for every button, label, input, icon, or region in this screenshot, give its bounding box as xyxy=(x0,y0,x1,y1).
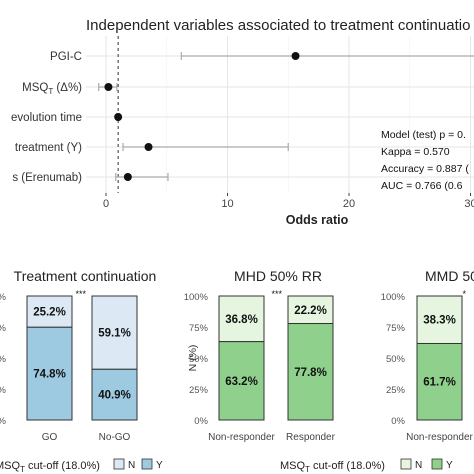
bar-category-label: GO xyxy=(42,432,58,443)
forest-x-axis-label: Odds ratio xyxy=(286,213,349,227)
bar-data-label: 25.2% xyxy=(33,307,66,319)
bar-segment-y xyxy=(26,326,73,421)
bar-category-label: Non-responder xyxy=(406,432,473,443)
bar-y-tick-label: 0% xyxy=(194,416,208,427)
forest-row-label: evolution time xyxy=(11,112,82,124)
bar-y-tick-label: 25% xyxy=(386,385,406,396)
forest-annotation: Accuracy = 0.887 ( xyxy=(381,163,469,175)
bar-y-tick-label: 0% xyxy=(0,416,7,427)
bar-y-tick-label: 50% xyxy=(0,354,7,365)
legend-label: Y xyxy=(446,460,453,471)
legend-label: Y xyxy=(156,460,163,471)
legend-title: MSQT cut-off (18.0%) xyxy=(280,460,385,474)
forest-point xyxy=(291,52,300,60)
bar-segment-y xyxy=(416,342,463,421)
bar-y-tick-label: 50% xyxy=(189,354,209,365)
bar-category-label: Responder xyxy=(286,432,336,443)
legend-label: N xyxy=(415,460,422,471)
bar-data-label: 59.1% xyxy=(98,328,131,340)
bar-y-tick-label: 25% xyxy=(189,385,209,396)
bar-category-label: Non-responder xyxy=(208,432,275,443)
bar-panel: Treatment continuation 100% 75% 50% 25% 0% 25.… xyxy=(0,268,156,443)
bar-panel-title: Treatment continuation xyxy=(14,268,157,284)
legend-title: MSQT cut-off (18.0%) xyxy=(0,460,100,474)
bar-y-tick-label: 75% xyxy=(189,323,209,334)
legend-swatch xyxy=(141,458,153,470)
forest-point xyxy=(114,113,123,121)
legend-swatch xyxy=(431,458,443,470)
legend-swatch xyxy=(113,458,125,470)
significance-marker: *** xyxy=(75,289,86,299)
bar-data-label: 77.8% xyxy=(294,367,327,379)
bar-y-tick-label: 0% xyxy=(391,416,405,427)
significance-marker: *** xyxy=(271,289,282,299)
bar-category-label: No-GO xyxy=(99,432,131,443)
forest-x-tick-label: 0 xyxy=(103,198,109,210)
bar-data-label: 74.8% xyxy=(33,369,66,381)
legend: MSQT cut-off (18.0%) N Y xyxy=(280,458,453,474)
bar-y-tick-label: 75% xyxy=(386,323,406,334)
bar-segment-n xyxy=(416,295,463,344)
forest-point xyxy=(104,83,113,91)
forest-annotation: Kappa = 0.570 xyxy=(381,146,450,158)
forest-point xyxy=(123,173,132,181)
bar-data-label: 40.9% xyxy=(98,390,131,402)
forest-x-tick-label: 20 xyxy=(343,198,355,210)
bar-panel: MMD 50 100% 75% 50% 25% 0% 38.3% 61.7% Non-respo… xyxy=(381,268,474,443)
legend-label: N xyxy=(128,460,135,471)
forest-row-label: PGI-C xyxy=(50,51,82,63)
forest-row-label: s (Erenumab) xyxy=(12,172,82,184)
bar-y-tick-label: 75% xyxy=(0,323,7,334)
forest-row-label: treatment (Y) xyxy=(15,142,82,154)
forest-title: Independent variables associated to trea… xyxy=(86,17,470,34)
bar-data-label: 38.3% xyxy=(423,315,456,327)
forest-panel xyxy=(86,36,474,193)
bar-segment-y xyxy=(91,368,138,421)
bar-y-tick-label: 25% xyxy=(0,385,7,396)
bar-segment-n xyxy=(91,295,138,370)
bar-panel-title: MHD 50% RR xyxy=(234,268,322,284)
bar-y-tick-label: 100% xyxy=(0,292,7,303)
bar-data-label: 61.7% xyxy=(423,377,456,389)
forest-row-label: MSQT (Δ%) xyxy=(22,82,82,96)
bar-y-tick-label: 50% xyxy=(386,354,406,365)
bar-y-tick-label: 100% xyxy=(184,292,209,303)
forest-plot: Independent variables associated to trea… xyxy=(11,17,474,227)
legend-swatch xyxy=(400,458,412,470)
forest-annotation: AUC = 0.766 (0.6 xyxy=(381,180,463,192)
forest-point xyxy=(144,143,153,151)
forest-x-tick-label: 30 xyxy=(464,198,474,210)
significance-marker: * xyxy=(462,289,466,299)
legend: MSQT cut-off (18.0%) N Y xyxy=(0,458,163,474)
bar-segment-y xyxy=(218,341,265,421)
bar-segment-y xyxy=(287,323,334,421)
bar-panel: MHD 50% RR 100% 75% 50% 25% 0% N (%) 36.8% 63.2%… xyxy=(184,268,336,443)
bar-y-axis-label: N (%) xyxy=(187,345,199,372)
bar-data-label: 22.2% xyxy=(294,305,327,317)
bar-data-label: 36.8% xyxy=(225,314,258,326)
bar-data-label: 63.2% xyxy=(225,376,258,388)
bar-panel-title: MMD 50 xyxy=(425,268,474,284)
bar-y-tick-label: 100% xyxy=(381,292,406,303)
bar-segment-n xyxy=(218,295,265,343)
forest-annotation: Model (test) p = 0. xyxy=(381,129,466,141)
forest-x-tick-label: 10 xyxy=(221,198,233,210)
